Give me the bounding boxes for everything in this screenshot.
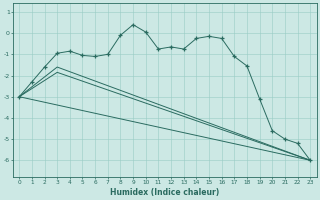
X-axis label: Humidex (Indice chaleur): Humidex (Indice chaleur) [110,188,219,197]
